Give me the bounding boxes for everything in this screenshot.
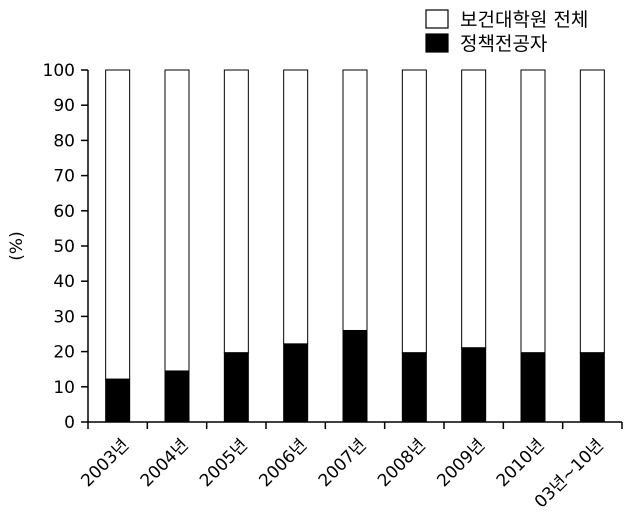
bar-segment-policy bbox=[105, 378, 131, 423]
bar-segment-policy bbox=[401, 352, 427, 423]
y-axis: 0 10 20 30 40 50 60 70 80 90 100 (%) bbox=[7, 61, 89, 433]
bar-segment-policy bbox=[164, 370, 190, 423]
bar-segment-total bbox=[223, 69, 249, 354]
x-tick-label: 2007년 bbox=[315, 435, 371, 491]
bar-segment-policy bbox=[283, 343, 309, 423]
y-tick-label: 30 bbox=[53, 307, 75, 327]
bar-segment-policy bbox=[342, 329, 368, 423]
y-tick-label: 10 bbox=[53, 378, 75, 398]
bar-segment-total bbox=[105, 69, 131, 380]
y-tick-label: 0 bbox=[64, 413, 75, 433]
y-tick-label: 50 bbox=[53, 237, 75, 257]
x-tick-label: 2008년 bbox=[374, 435, 430, 491]
bar-segment-total bbox=[461, 69, 487, 349]
bar-segment-total bbox=[283, 69, 309, 345]
y-tick-label: 100 bbox=[43, 61, 75, 81]
bar-segment-policy bbox=[579, 352, 605, 423]
y-tick-label: 90 bbox=[53, 96, 75, 116]
bars bbox=[105, 69, 605, 423]
bar-segment-total bbox=[342, 69, 368, 331]
x-axis: 2003년 2004년 2005년 2006년 2007년 2008년 2009년 2010년… bbox=[77, 421, 623, 512]
y-tick-label: 20 bbox=[53, 343, 75, 363]
bar-segment-total bbox=[520, 69, 546, 354]
x-tick-label: 2003년 bbox=[77, 435, 133, 491]
bar-segment-total bbox=[579, 69, 605, 354]
bar-segment-policy bbox=[461, 347, 487, 423]
bar-segment-total bbox=[164, 69, 190, 372]
y-tick-label: 40 bbox=[53, 272, 75, 292]
y-tick-label: 80 bbox=[53, 131, 75, 151]
y-axis-label: (%) bbox=[7, 231, 27, 260]
y-tick-label: 60 bbox=[53, 202, 75, 222]
legend-label: 보건대학원 전체 bbox=[460, 9, 588, 31]
legend-swatch bbox=[425, 33, 449, 53]
x-tick-label: 2006년 bbox=[255, 435, 311, 491]
y-tick-label: 70 bbox=[53, 167, 75, 187]
bar-segment-total bbox=[401, 69, 427, 354]
x-tick-label: 2005년 bbox=[196, 435, 252, 491]
bar-segment-policy bbox=[223, 352, 249, 423]
bar-segment-policy bbox=[520, 352, 546, 423]
x-tick-label: 2004년 bbox=[137, 435, 193, 491]
x-tick-label: 2010년 bbox=[493, 435, 549, 491]
x-tick-label: 2009년 bbox=[433, 435, 489, 491]
legend-label: 정책전공자 bbox=[460, 33, 547, 55]
legend-swatch bbox=[425, 9, 449, 29]
